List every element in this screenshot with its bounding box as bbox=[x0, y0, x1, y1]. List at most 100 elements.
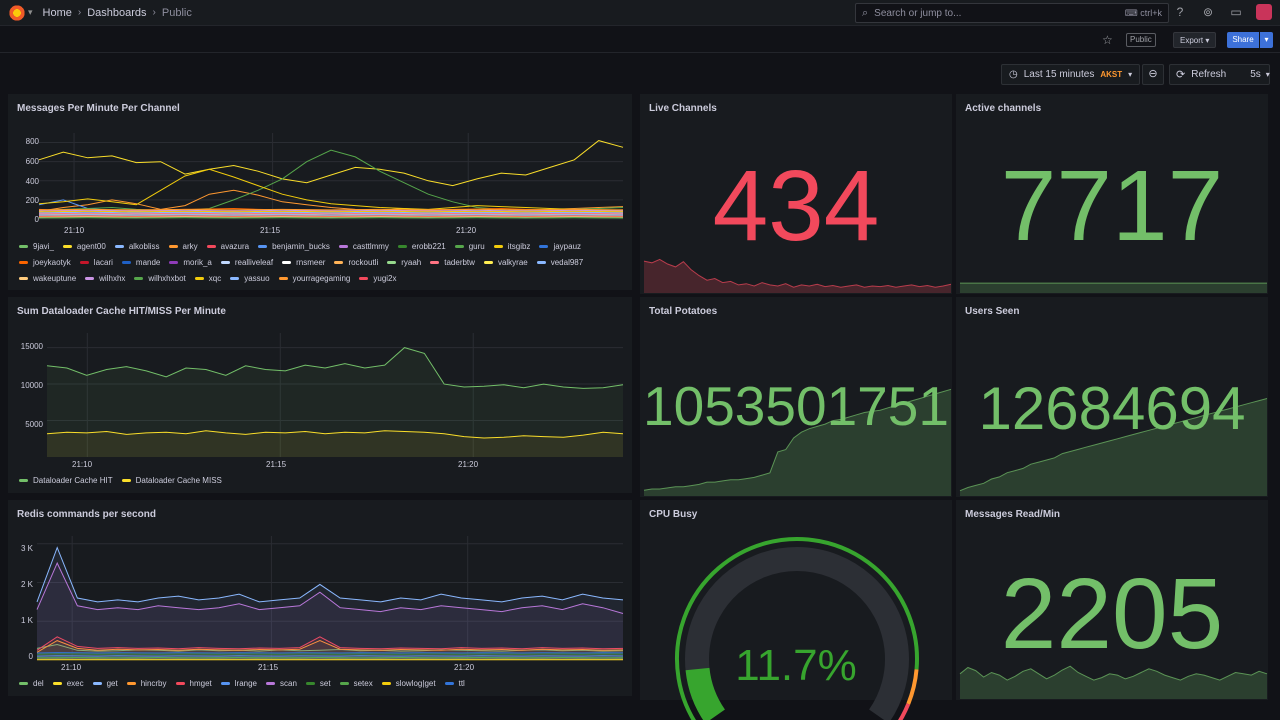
legend-item[interactable]: valkyrae bbox=[483, 258, 528, 267]
legend-label: erobb221 bbox=[411, 242, 446, 251]
legend-item[interactable]: ttl bbox=[444, 679, 465, 688]
panel-redis-commands[interactable]: Redis commands per second 3 K 2 K 1 K 0 … bbox=[8, 500, 632, 696]
legend-item[interactable]: taderbtw bbox=[430, 258, 475, 267]
legend-label: scan bbox=[280, 679, 297, 688]
panel-dataloader-cache[interactable]: Sum Dataloader Cache HIT/MISS Per Minute… bbox=[8, 297, 632, 493]
messages-chart[interactable] bbox=[38, 133, 624, 220]
legend-item[interactable]: slowlog|get bbox=[381, 679, 436, 688]
redis-chart[interactable] bbox=[36, 536, 624, 661]
breadcrumb-dashboards[interactable]: Dashboards bbox=[87, 6, 147, 19]
legend-item[interactable]: alkobliss bbox=[114, 242, 160, 251]
legend-item[interactable]: wilhxhxbot bbox=[134, 274, 186, 283]
breadcrumb-home[interactable]: Home bbox=[42, 6, 72, 19]
legend-item[interactable]: del bbox=[19, 679, 44, 688]
series-area bbox=[47, 430, 623, 457]
panel-title: Messages Per Minute Per Channel bbox=[17, 103, 180, 114]
legend-item[interactable]: Dataloader Cache MISS bbox=[121, 476, 222, 485]
legend-item[interactable]: ryaah bbox=[387, 258, 421, 267]
legend-item[interactable]: get bbox=[92, 679, 118, 688]
legend-item[interactable]: scan bbox=[266, 679, 297, 688]
legend-item[interactable]: erobb221 bbox=[397, 242, 446, 251]
legend-item[interactable]: hincrby bbox=[126, 679, 167, 688]
legend-item[interactable]: set bbox=[305, 679, 331, 688]
series-area bbox=[37, 563, 623, 660]
legend-item[interactable]: mande bbox=[121, 258, 160, 267]
refresh-picker[interactable]: ⟳ Refresh 5s ▾ bbox=[1169, 64, 1270, 85]
legend-label: jaypauz bbox=[553, 242, 582, 251]
series-line-agent00 bbox=[38, 140, 624, 187]
legend-item[interactable]: avazura bbox=[206, 242, 249, 251]
x-tick: 21:15 bbox=[260, 226, 281, 235]
legend-item[interactable]: setex bbox=[339, 679, 373, 688]
avatar[interactable] bbox=[1256, 4, 1272, 20]
legend-item[interactable]: guru bbox=[454, 242, 485, 251]
legend-item[interactable]: Dataloader Cache HIT bbox=[19, 476, 113, 485]
stat-value: 7717 bbox=[1000, 150, 1224, 262]
panel-messages-per-minute[interactable]: Messages Per Minute Per Channel 800 600 … bbox=[8, 94, 632, 290]
panel-title: Users Seen bbox=[965, 306, 1020, 317]
legend-item[interactable]: morik_a bbox=[169, 258, 212, 267]
legend-item[interactable]: jaypauz bbox=[539, 242, 581, 251]
chevron-down-icon[interactable]: ▾ bbox=[28, 7, 33, 17]
time-range-picker[interactable]: ◷ Last 15 minutes AKST ▾ bbox=[1001, 64, 1140, 85]
legend-item[interactable]: vedal987 bbox=[536, 258, 583, 267]
panel-messages-read[interactable]: Messages Read/Min 2205 bbox=[956, 500, 1268, 700]
legend-label: xqc bbox=[208, 274, 222, 283]
panel-active-channels[interactable]: Active channels 7717 bbox=[956, 94, 1268, 294]
legend-item[interactable]: yassuo bbox=[230, 274, 270, 283]
series-area bbox=[37, 547, 623, 660]
export-button[interactable]: Export ▾ bbox=[1173, 32, 1217, 48]
legend-item[interactable]: joeykaotyk bbox=[19, 258, 71, 267]
share-button[interactable]: Share bbox=[1227, 32, 1259, 48]
zoom-out-icon: ⊖ bbox=[1148, 68, 1158, 80]
legend-item[interactable]: agent00 bbox=[62, 242, 106, 251]
breadcrumb-public: Public bbox=[161, 6, 192, 19]
star-icon[interactable]: ☆ bbox=[1102, 33, 1113, 47]
legend-item[interactable]: rnsmeer bbox=[282, 258, 325, 267]
legend-label: valkyrae bbox=[497, 258, 528, 267]
refresh-interval[interactable]: 5s bbox=[1250, 69, 1261, 80]
search-input[interactable]: ⌕ Search or jump to... ⌨ ctrl+k bbox=[855, 3, 1169, 23]
legend-item[interactable]: casttlmmy bbox=[338, 242, 389, 251]
gauge-track bbox=[685, 547, 909, 720]
legend-item[interactable]: lacari bbox=[79, 258, 113, 267]
y-tick: 10000 bbox=[20, 381, 43, 390]
legend-label: benjamin_bucks bbox=[272, 242, 330, 251]
legend-item[interactable]: itsgibz bbox=[493, 242, 530, 251]
legend-swatch bbox=[19, 245, 28, 248]
legend-item[interactable]: wakeuptune bbox=[19, 274, 76, 283]
legend-label: arky bbox=[182, 242, 198, 251]
rss-news-icon[interactable]: ⊚ bbox=[1202, 5, 1214, 19]
legend-swatch bbox=[387, 261, 397, 264]
legend-item[interactable]: arky bbox=[168, 242, 198, 251]
legend-item[interactable]: yourragegaming bbox=[278, 274, 350, 283]
legend-item[interactable]: benjamin_bucks bbox=[258, 242, 330, 251]
legend-item[interactable]: 9javi_ bbox=[19, 242, 54, 251]
stat-value: 1053501751 bbox=[643, 375, 949, 437]
legend-item[interactable]: hmget bbox=[175, 679, 212, 688]
grafana-logo-icon[interactable] bbox=[8, 3, 26, 22]
legend-item[interactable]: exec bbox=[52, 679, 84, 688]
legend-item[interactable]: lrange bbox=[220, 679, 257, 688]
legend-item[interactable]: yugi2x bbox=[359, 274, 397, 283]
panel-live-channels[interactable]: Live Channels 434 bbox=[640, 94, 952, 294]
panel-cpu-busy[interactable]: CPU Busy 11.7% bbox=[640, 500, 952, 720]
series-line-hmget bbox=[36, 636, 624, 651]
dataloader-chart[interactable] bbox=[46, 333, 624, 457]
legend-item[interactable]: rockoutli bbox=[334, 258, 378, 267]
top-nav-bar: ▾ Home › Dashboards › Public ⌕ Search or… bbox=[0, 0, 1280, 26]
series-line-scan bbox=[36, 561, 624, 614]
panel-users-seen[interactable]: Users Seen 12684694 bbox=[956, 297, 1268, 497]
panel-total-potatoes[interactable]: Total Potatoes 1053501751 bbox=[640, 297, 952, 497]
series-line-wilhxhx bbox=[38, 209, 624, 212]
legend-item[interactable]: xqc bbox=[194, 274, 222, 283]
help-icon[interactable]: ? bbox=[1176, 5, 1184, 19]
stat-value: 434 bbox=[712, 150, 880, 262]
y-tick: 0 bbox=[34, 215, 39, 224]
share-dropdown-button[interactable]: ▾ bbox=[1260, 32, 1273, 48]
zoom-out-button[interactable]: ⊖ bbox=[1142, 64, 1164, 85]
refresh-label[interactable]: Refresh bbox=[1191, 69, 1227, 80]
legend-item[interactable]: wilhxhx bbox=[85, 274, 125, 283]
monitor-icon[interactable]: ▭ bbox=[1230, 5, 1242, 19]
legend-item[interactable]: realliveleaf bbox=[220, 258, 273, 267]
